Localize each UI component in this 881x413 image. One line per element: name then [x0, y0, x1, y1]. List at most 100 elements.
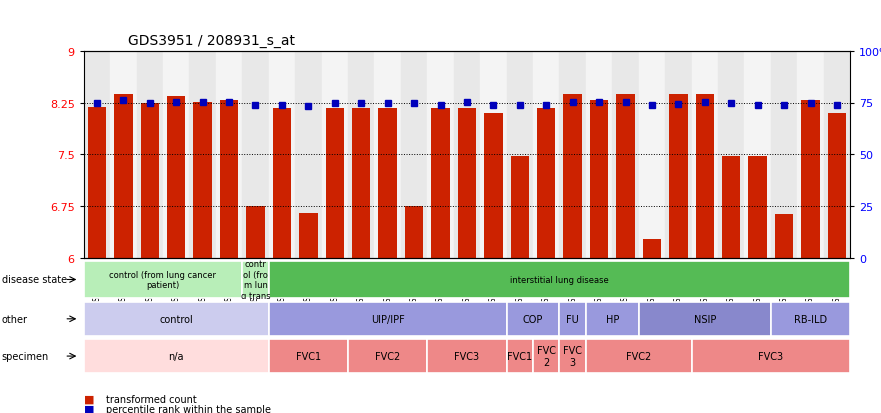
- Bar: [589, 101, 608, 258]
- Text: specimen: specimen: [2, 351, 49, 361]
- Bar: [137, 52, 163, 258]
- Bar: [642, 240, 661, 258]
- Text: FU: FU: [566, 314, 579, 324]
- Bar: [824, 52, 850, 258]
- Text: other: other: [2, 314, 28, 324]
- Text: NSIP: NSIP: [693, 314, 716, 324]
- Bar: [110, 52, 137, 258]
- Bar: [484, 114, 502, 258]
- Bar: [507, 52, 533, 258]
- Bar: [189, 52, 216, 258]
- Bar: [84, 261, 242, 299]
- Text: FVC1: FVC1: [296, 351, 321, 361]
- Bar: [322, 52, 348, 258]
- Bar: [616, 95, 634, 258]
- Bar: [216, 52, 242, 258]
- Bar: [639, 52, 665, 258]
- Bar: [533, 339, 559, 373]
- Bar: [454, 52, 480, 258]
- Bar: [827, 114, 846, 258]
- Text: UIP/IPF: UIP/IPF: [371, 314, 404, 324]
- Text: FVC3: FVC3: [759, 351, 783, 361]
- Bar: [771, 302, 850, 336]
- Bar: [114, 95, 132, 258]
- Bar: [348, 52, 374, 258]
- Bar: [87, 107, 106, 258]
- Text: n/a: n/a: [168, 351, 184, 361]
- Bar: [84, 52, 110, 258]
- Bar: [586, 52, 612, 258]
- Text: FVC
2: FVC 2: [537, 345, 556, 367]
- Bar: [774, 215, 793, 258]
- Bar: [797, 52, 824, 258]
- Bar: [140, 103, 159, 258]
- Bar: [404, 206, 423, 258]
- Text: HP: HP: [605, 314, 619, 324]
- Bar: [299, 214, 317, 258]
- Bar: [744, 52, 771, 258]
- Bar: [167, 96, 185, 258]
- Bar: [748, 157, 766, 258]
- Bar: [718, 52, 744, 258]
- Bar: [586, 302, 639, 336]
- Text: disease state: disease state: [2, 275, 67, 285]
- Text: FVC3: FVC3: [455, 351, 479, 361]
- Bar: [269, 261, 850, 299]
- Bar: [269, 339, 348, 373]
- Bar: [692, 52, 718, 258]
- Bar: [771, 52, 797, 258]
- Text: COP: COP: [522, 314, 544, 324]
- Bar: [507, 302, 559, 336]
- Bar: [458, 109, 476, 258]
- Bar: [559, 302, 586, 336]
- Bar: [348, 339, 427, 373]
- Text: ■: ■: [84, 394, 94, 404]
- Bar: [665, 52, 692, 258]
- Text: ■: ■: [84, 404, 94, 413]
- Bar: [639, 302, 771, 336]
- Text: percentile rank within the sample: percentile rank within the sample: [106, 404, 270, 413]
- Bar: [295, 52, 322, 258]
- Bar: [692, 339, 850, 373]
- Text: FVC2: FVC2: [375, 351, 400, 361]
- Bar: [84, 302, 269, 336]
- Bar: [352, 109, 370, 258]
- Bar: [84, 339, 269, 373]
- Bar: [427, 52, 454, 258]
- Bar: [695, 95, 714, 258]
- Bar: [586, 339, 692, 373]
- Bar: [537, 109, 555, 258]
- Bar: [510, 156, 529, 258]
- Bar: [669, 95, 687, 258]
- Bar: [219, 101, 238, 258]
- Bar: [163, 52, 189, 258]
- Bar: [801, 101, 819, 258]
- Bar: [507, 339, 533, 373]
- Text: contr
ol (fro
m lun
g trans: contr ol (fro m lun g trans: [241, 260, 270, 300]
- Bar: [722, 157, 740, 258]
- Bar: [374, 52, 401, 258]
- Bar: [378, 109, 396, 258]
- Text: FVC
3: FVC 3: [563, 345, 582, 367]
- Text: FVC1: FVC1: [507, 351, 532, 361]
- Text: interstitial lung disease: interstitial lung disease: [510, 275, 609, 284]
- Bar: [612, 52, 639, 258]
- Bar: [326, 109, 344, 258]
- Bar: [427, 339, 507, 373]
- Bar: [269, 302, 507, 336]
- Bar: [559, 339, 586, 373]
- Text: control: control: [159, 314, 193, 324]
- Text: transformed count: transformed count: [106, 394, 196, 404]
- Bar: [193, 102, 211, 258]
- Bar: [246, 206, 264, 258]
- Text: control (from lung cancer
patient): control (from lung cancer patient): [109, 270, 217, 290]
- Bar: [563, 95, 581, 258]
- Bar: [242, 261, 269, 299]
- Bar: [269, 52, 295, 258]
- Bar: [480, 52, 507, 258]
- Bar: [272, 109, 291, 258]
- Bar: [533, 52, 559, 258]
- Bar: [431, 109, 449, 258]
- Text: RB-ILD: RB-ILD: [794, 314, 827, 324]
- Text: GDS3951 / 208931_s_at: GDS3951 / 208931_s_at: [128, 33, 295, 47]
